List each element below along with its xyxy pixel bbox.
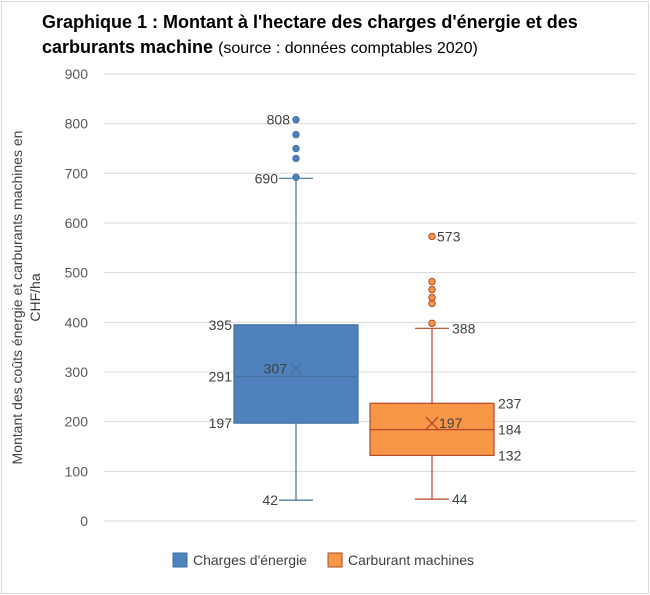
mean-marker [289, 362, 303, 375]
label-q3: 237 [498, 395, 522, 411]
chart-title-source: (source : données comptables 2020) [218, 40, 478, 57]
chart-title-main: Graphique 1 : Montant à l'hectare des ch… [42, 12, 578, 57]
outlier-point [428, 232, 436, 241]
label-max-outlier: 573 [437, 228, 461, 244]
outlier-point [428, 285, 436, 294]
label-max-outlier: 808 [267, 112, 291, 128]
y-tick-label: 600 [65, 215, 89, 231]
outlier-point [428, 277, 436, 286]
outlier-point [428, 319, 436, 328]
y-tick-label: 0 [80, 513, 88, 529]
outlier-point [292, 154, 300, 163]
legend-label: Charges d'énergie [193, 552, 307, 568]
y-tick-label: 800 [65, 116, 89, 132]
outlier-point [428, 293, 436, 302]
y-tick-label: 700 [65, 165, 89, 181]
y-tick-label: 900 [65, 66, 89, 82]
label-median: 291 [209, 368, 233, 384]
outlier-point [292, 130, 300, 139]
label-max-whisker: 388 [452, 320, 476, 336]
y-tick-label: 300 [65, 364, 89, 380]
outlier-point [292, 144, 300, 153]
label-max-whisker: 690 [255, 170, 279, 186]
label-mean: 197 [439, 415, 463, 431]
legend-swatch [327, 552, 343, 568]
label-q1: 197 [209, 415, 233, 431]
label-mean: 307 [264, 361, 288, 377]
label-q1: 132 [498, 447, 522, 463]
y-tick-label: 400 [65, 314, 89, 330]
label-median: 184 [498, 422, 522, 438]
y-tick-label: 200 [65, 414, 89, 430]
label-min: 44 [452, 491, 468, 507]
label-min: 42 [262, 492, 278, 508]
legend-label: Carburant machines [348, 552, 474, 568]
mean-marker [425, 416, 439, 430]
y-tick-label: 100 [65, 463, 89, 479]
box [233, 324, 359, 424]
outlier-point [428, 299, 436, 308]
outlier-point [292, 115, 300, 124]
chart-title: Graphique 1 : Montant à l'hectare des ch… [42, 10, 642, 61]
outlier-point [292, 173, 300, 182]
y-axis-title: Montant des coûts énergie et carburants … [9, 131, 43, 465]
label-q3: 395 [209, 317, 233, 333]
legend-swatch [172, 552, 188, 568]
y-tick-label: 500 [65, 265, 89, 281]
